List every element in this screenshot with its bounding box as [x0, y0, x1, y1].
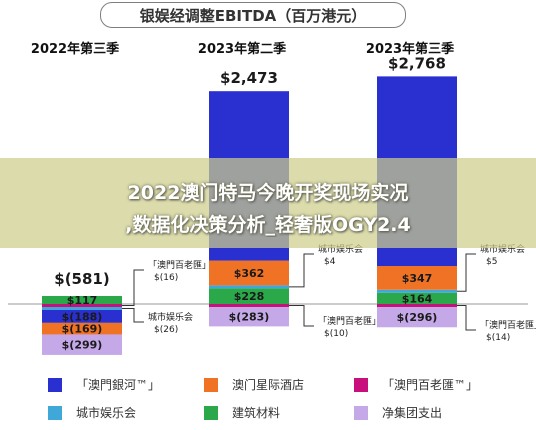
legend-item-starworld: 澳门星际酒店	[204, 376, 304, 393]
bar-segment-澳門百老匯-1	[209, 304, 289, 307]
chart-legend: 「澳門銀河™」 澳门星际酒店 「澳門百老匯™」 城市娱乐会 建筑材料 净集团支出	[0, 372, 536, 430]
callout-leader-4	[457, 253, 476, 292]
bar-segment-城市娱乐会-0	[42, 307, 122, 310]
data-label-4: $362	[234, 267, 265, 280]
bar-segment-净集团支出-1	[209, 307, 289, 327]
legend-label: 澳门星际酒店	[232, 378, 305, 392]
callout-name-1: 城市娱乐会	[148, 311, 193, 323]
watermark-line-2: ,数据化决策分析_轻奢版OGY2.4	[125, 214, 411, 236]
bar-segment-澳門百老匯-2	[377, 304, 457, 307]
legend-item-net-corporate: 净集团支出	[354, 404, 442, 421]
bar-segment-净集团支出-2	[377, 307, 457, 328]
data-label-0: $117	[67, 294, 98, 307]
bar-segment-澳門銀河-0	[42, 310, 122, 323]
category-label-q3-2023: 2023年第三季	[365, 42, 455, 57]
bar-segment-澳门星际酒店-0	[42, 322, 122, 335]
bar-segment-澳門百老匯-0	[42, 304, 122, 307]
legend-item-galaxy: 「澳門銀河™」	[48, 376, 160, 393]
callout-value-1: $(26)	[154, 325, 178, 335]
data-label-5: $228	[234, 290, 265, 303]
callout-leader-5	[457, 305, 476, 331]
callout-leader-0	[122, 269, 144, 306]
data-label-2: $(169)	[62, 323, 103, 336]
callout-value-4: $5	[486, 257, 497, 267]
callout-name-3: 「澳門百老匯」	[318, 315, 381, 327]
legend-swatch	[204, 377, 218, 392]
total-label-2: $2,768	[388, 54, 446, 72]
data-label-1: $(188)	[62, 310, 103, 323]
callout-name-5: 「澳門百老匯」	[480, 319, 536, 331]
data-label-8: $164	[402, 292, 433, 305]
data-label-3: $(299)	[62, 339, 103, 352]
bar-segment-建筑材料-2	[377, 292, 457, 304]
legend-item-construction: 建筑材料	[204, 404, 280, 421]
bar-segment-澳门星际酒店-1	[209, 260, 289, 286]
data-label-9: $(296)	[397, 311, 438, 324]
legend-swatch	[48, 405, 62, 420]
bar-segment-城市娱乐会-2	[377, 289, 457, 293]
total-label-0: $(581)	[54, 270, 109, 288]
callout-leader-2	[289, 253, 314, 288]
callout-leader-3	[289, 305, 314, 327]
legend-item-broadway: 「澳門百老匯™」	[354, 376, 478, 393]
legend-label: 「澳門銀河™」	[76, 378, 161, 392]
legend-swatch	[354, 377, 368, 392]
category-label-q3-2022: 2022年第三季	[30, 42, 120, 57]
legend-item-city-clubs: 城市娱乐会	[48, 404, 136, 421]
chart-title: 银娱经调整EBITDA（百万港元）	[100, 2, 406, 28]
watermark-line-1: 2022澳门特马今晚开奖现场实况	[127, 182, 409, 204]
data-label-7: $347	[402, 272, 433, 285]
bar-segment-建筑材料-0	[42, 295, 122, 304]
callout-value-3: $(10)	[324, 329, 348, 339]
legend-label: 「澳門百老匯™」	[382, 378, 479, 392]
bar-segment-净集团支出-0	[42, 334, 122, 355]
legend-label: 净集团支出	[382, 406, 443, 420]
callout-value-0: $(16)	[154, 273, 178, 283]
data-label-6: $(283)	[229, 311, 270, 324]
callout-name-0: 「澳門百老匯」	[148, 259, 211, 271]
legend-swatch	[48, 377, 62, 392]
category-label-q2-2023: 2023年第二季	[197, 42, 287, 57]
callout-leader-1	[122, 308, 144, 323]
watermark-banner: 2022澳门特马今晚开奖现场实况 ,数据化决策分析_轻奢版OGY2.4	[0, 158, 536, 248]
bar-segment-城市娱乐会-1	[209, 285, 289, 289]
bar-segment-澳门星际酒店-2	[377, 265, 457, 290]
callout-value-2: $4	[324, 257, 336, 267]
callout-value-5: $(14)	[486, 333, 510, 343]
legend-label: 建筑材料	[232, 406, 281, 420]
bar-segment-建筑材料-1	[209, 288, 289, 304]
legend-swatch	[354, 405, 368, 420]
total-label-1: $2,473	[220, 69, 278, 87]
legend-swatch	[204, 405, 218, 420]
legend-label: 城市娱乐会	[76, 406, 137, 420]
